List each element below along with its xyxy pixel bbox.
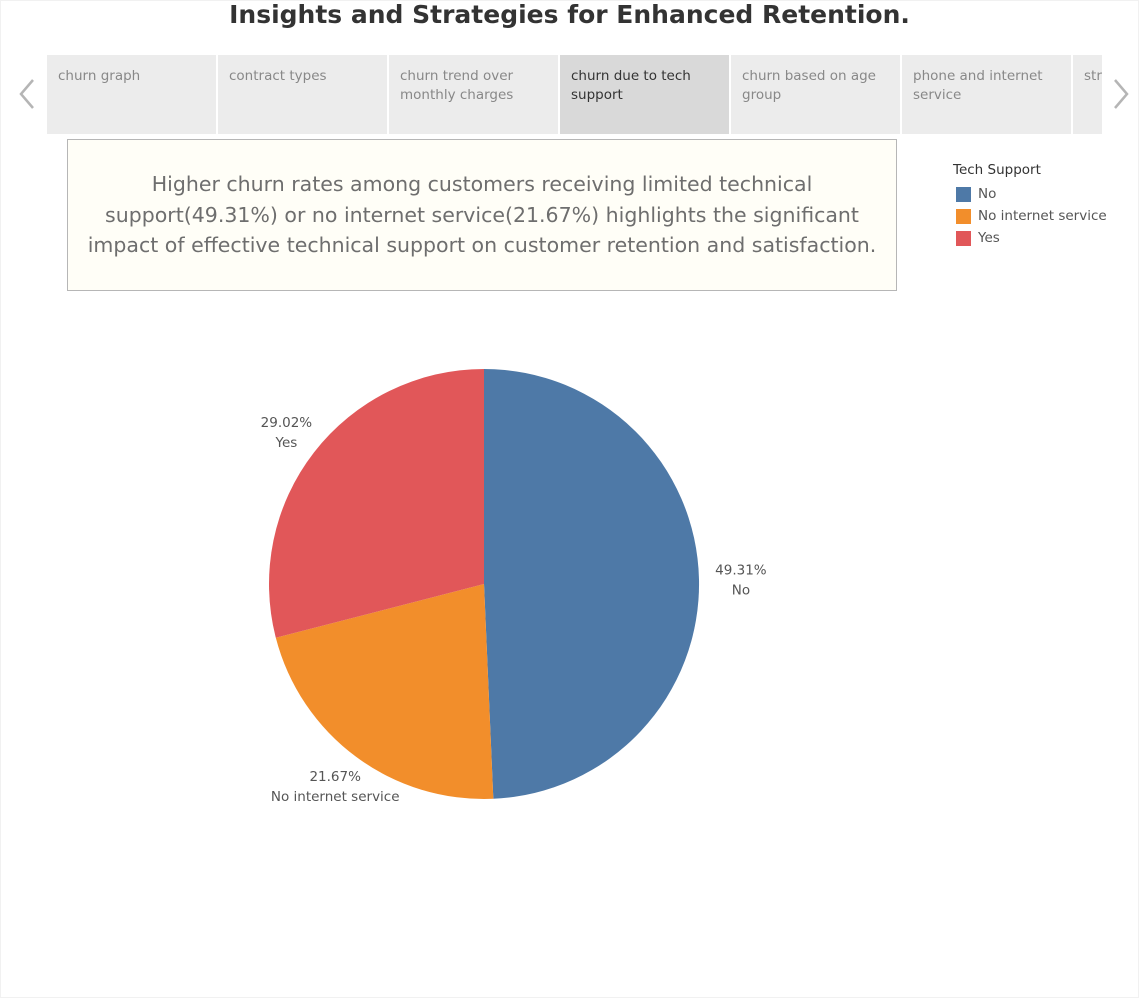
tab-streaming-tv[interactable]: streaming tv	[1073, 55, 1102, 134]
pie-slice-no-internet-service[interactable]	[275, 584, 494, 800]
insight-text: Higher churn rates among customers recei…	[87, 172, 877, 258]
legend: Tech Support No No internet service Yes	[953, 161, 1133, 249]
slice-value-label: 49.31%	[715, 563, 767, 579]
legend-swatch	[956, 186, 971, 202]
slice-label: 21.67% No internet service	[271, 769, 400, 805]
slice-value-label: 21.67%	[309, 769, 361, 785]
legend-title: Tech Support	[953, 162, 1041, 178]
story-tabs: churn graph contract types churn trend ove…	[47, 55, 1102, 134]
tab-churn-graph[interactable]: churn graph	[47, 55, 216, 134]
slice-label: 49.31% No	[715, 563, 767, 599]
tab-phone-and-internet-service[interactable]: phone and internet service	[902, 55, 1071, 134]
tab-churn-due-to-tech-support[interactable]: churn due to tech support	[560, 55, 729, 134]
legend-label: Yes	[978, 230, 1000, 246]
page-title: Insights and Strategies for Enhanced Ret…	[229, 0, 910, 29]
chevron-right-icon[interactable]	[1108, 72, 1134, 116]
pie-slice-yes[interactable]	[268, 369, 484, 638]
insight-annotation: Higher churn rates among customers recei…	[67, 139, 897, 291]
slice-category-label: No internet service	[271, 789, 400, 805]
slice-label: 29.02% Yes	[261, 415, 313, 451]
tab-contract-types[interactable]: contract types	[218, 55, 387, 134]
legend-label: No internet service	[978, 208, 1107, 224]
tab-churn-trend-over-monthly-charges[interactable]: churn trend over monthly charges	[389, 55, 558, 134]
legend-swatch	[956, 208, 971, 224]
slice-category-label: No	[732, 583, 750, 599]
legend-item[interactable]: No	[956, 183, 1133, 205]
legend-item[interactable]: No internet service	[956, 205, 1133, 227]
slice-category-label: Yes	[275, 435, 298, 451]
legend-item[interactable]: Yes	[956, 227, 1133, 249]
legend-swatch	[956, 230, 971, 246]
chevron-left-icon[interactable]	[14, 72, 40, 116]
tab-churn-based-on-age-group[interactable]: churn based on age group	[731, 55, 900, 134]
legend-label: No	[978, 186, 997, 202]
pie-slice-no[interactable]	[484, 369, 700, 799]
slice-value-label: 29.02%	[261, 415, 313, 431]
